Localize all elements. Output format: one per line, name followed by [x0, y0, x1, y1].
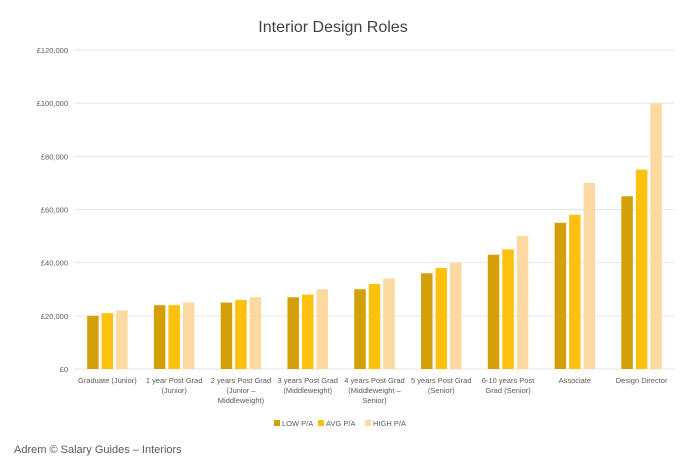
x-tick-label-line: Senior): [362, 396, 387, 405]
x-tick-label-line: 5 years Post Grad: [411, 376, 471, 385]
bar: [368, 283, 381, 369]
bar: [487, 254, 500, 369]
x-tick-label: 2 years Post Grad (Junior – Middleweight): [211, 376, 271, 405]
legend-label: AVG P/A: [326, 419, 355, 428]
bar: [220, 302, 233, 369]
bar: [621, 196, 633, 369]
bars: [87, 103, 662, 370]
x-tick-label: Associate: [559, 376, 592, 385]
x-tick-label-line: 1 year Post Grad: [146, 376, 203, 385]
x-tick-label-line: 3 years Post Grad: [277, 376, 337, 385]
x-tick-label: 3 years Post Grad (Middleweight): [277, 376, 337, 395]
y-axis-ticks: £0 £20,000 £40,000 £60,000 £80,000 £100,000 £1…: [37, 46, 68, 374]
bar: [153, 305, 166, 369]
bar: [182, 302, 195, 369]
bar: [435, 267, 448, 369]
legend-swatch: [274, 420, 280, 426]
y-tick-label: £40,000: [41, 259, 68, 268]
x-tick-label-line: (Senior): [428, 386, 455, 395]
y-tick-label: £120,000: [37, 46, 68, 55]
bar: [168, 305, 180, 369]
x-tick-label-line: Grad (Senior): [485, 386, 531, 395]
x-tick-label: Graduate (Junior): [78, 376, 137, 385]
bar: [354, 289, 366, 369]
x-tick-label-line: Graduate (Junior): [78, 376, 137, 385]
bar: [583, 182, 596, 369]
y-tick-label: £20,000: [41, 312, 68, 321]
footer-credit: Adrem © Salary Guides – Interiors: [14, 444, 182, 456]
bar: [87, 315, 99, 369]
bar: [116, 310, 128, 369]
x-tick-label-line: 4 years Post Grad: [344, 376, 404, 385]
legend-label: LOW P/A: [282, 419, 313, 428]
x-tick-label-line: (Junior): [161, 386, 187, 395]
x-axis-labels: Graduate (Junior) 1 year Post Grad (Junior…: [78, 376, 668, 405]
bar: [301, 294, 314, 369]
bar: [287, 297, 299, 369]
x-tick-label: 5 years Post Grad (Senior): [411, 376, 471, 395]
legend-swatch: [318, 420, 324, 426]
bar: [383, 278, 395, 369]
bar: [235, 299, 247, 369]
x-tick-label-line: Middleweight): [218, 396, 265, 405]
legend: LOW P/A AVG P/A HIGH P/A: [274, 419, 406, 428]
chart-title: Interior Design Roles: [258, 19, 407, 36]
x-tick-label: 4 years Post Grad (Middleweight – Senior): [344, 376, 404, 405]
x-tick-label-line: (Junior –: [226, 386, 256, 395]
x-tick-label-line: 6-10 years Post: [482, 376, 535, 385]
x-tick-label: Design Director: [616, 376, 668, 385]
x-tick-label: 1 year Post Grad (Junior): [146, 376, 203, 395]
y-tick-label: £100,000: [37, 99, 68, 108]
legend-swatch: [365, 420, 371, 426]
bar: [421, 273, 433, 369]
x-tick-label-line: (Middleweight –: [348, 386, 401, 395]
bar: [316, 289, 328, 369]
x-tick-label-line: Associate: [559, 376, 592, 385]
bar: [635, 169, 648, 369]
bar: [650, 103, 662, 370]
bar: [516, 236, 529, 369]
bar: [101, 313, 114, 369]
bar: [249, 297, 262, 369]
bar: [554, 222, 567, 369]
y-tick-label: £60,000: [41, 206, 68, 215]
x-tick-label-line: 2 years Post Grad: [211, 376, 271, 385]
legend-label: HIGH P/A: [373, 419, 406, 428]
bar: [502, 249, 514, 369]
y-tick-label: £80,000: [41, 152, 68, 161]
x-tick-label: 6-10 years Post Grad (Senior): [482, 376, 535, 395]
y-tick-label: £0: [60, 365, 68, 374]
x-tick-label-line: Design Director: [616, 376, 668, 385]
x-tick-label-line: (Middleweight): [283, 386, 332, 395]
bar: [450, 262, 462, 369]
bar: [569, 214, 581, 369]
